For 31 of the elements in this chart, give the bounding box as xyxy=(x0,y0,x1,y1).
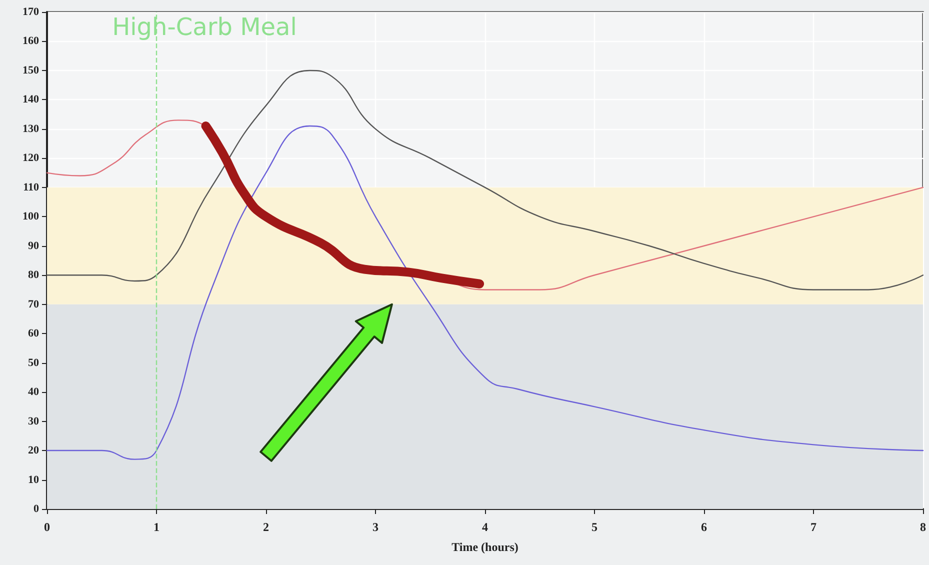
y-tick-label: 70 xyxy=(28,298,40,310)
line-series xyxy=(46,125,924,460)
ref-line-label: High-Carb Meal xyxy=(112,13,297,41)
x-tick-label: 5 xyxy=(592,520,598,534)
y-tick-label: 120 xyxy=(22,152,40,164)
y-tick-label: 30 xyxy=(28,415,40,428)
x-tick-label: 1 xyxy=(154,520,160,534)
x-axis-title: Time (hours) xyxy=(452,540,518,554)
x-tick-label: 8 xyxy=(920,520,926,534)
y-tick-label: 10 xyxy=(28,474,40,486)
line-series xyxy=(46,70,924,290)
y-tick-label: 130 xyxy=(22,122,40,135)
y-tick-label: 160 xyxy=(22,35,40,48)
y-tick-label: 0 xyxy=(34,503,40,515)
y-tick-label: 50 xyxy=(28,356,40,369)
y-tick-label: 110 xyxy=(23,181,40,194)
y-tick-label: 150 xyxy=(22,64,40,76)
y-tick-label: 20 xyxy=(28,444,40,457)
x-tick-label: 3 xyxy=(372,520,378,534)
x-tick-label: 7 xyxy=(810,520,816,534)
y-tick-label: 140 xyxy=(22,94,40,106)
y-tick-label: 170 xyxy=(22,6,40,18)
y-tick-label: 60 xyxy=(28,328,40,340)
y-tick-label: 40 xyxy=(28,386,40,398)
y-tick-label: 100 xyxy=(22,210,40,223)
x-tick-label: 4 xyxy=(482,520,488,534)
y-tick-label: 90 xyxy=(28,240,40,252)
x-tick-label: 0 xyxy=(44,520,50,534)
x-tick-label: 2 xyxy=(263,520,269,534)
y-tick-label: 80 xyxy=(28,269,40,282)
x-tick-label: 6 xyxy=(701,520,707,534)
